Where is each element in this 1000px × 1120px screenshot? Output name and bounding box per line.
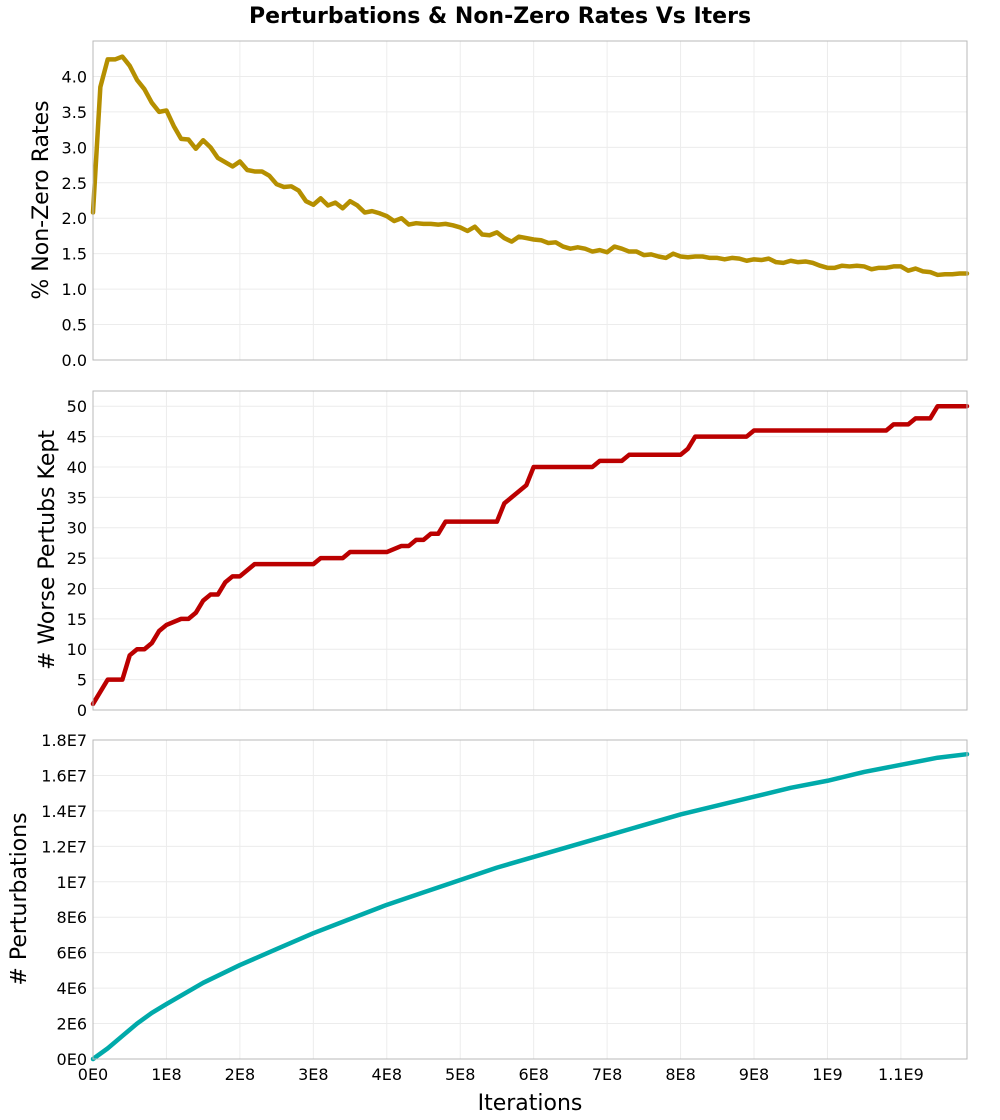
x-tick-label: 1.1E9 <box>878 1065 924 1084</box>
panel-perturbations-ytick-label: 1E7 <box>57 873 87 892</box>
panel-nonzero-rates-ytick-label: 1.5 <box>62 245 87 264</box>
x-tick-label: 0E0 <box>78 1065 108 1084</box>
nonzero-rates-ylabel: % Non-Zero Rates <box>29 100 54 299</box>
nonzero-rates-line <box>90 54 970 278</box>
panel-worse-perturbs-grid <box>92 391 967 711</box>
panel-perturbations-ytick-label: 1.2E7 <box>41 837 87 856</box>
panel-worse-perturbs-ytick-label: 0 <box>77 701 87 720</box>
panel-worse-perturbs-ytick-label: 30 <box>67 519 87 538</box>
x-tick-label: 1E9 <box>812 1065 842 1084</box>
panel-perturbations-ytick-label: 0E0 <box>57 1050 87 1069</box>
perturbations-line <box>90 751 970 1062</box>
panel-worse-perturbs-ytick-label: 25 <box>67 549 87 568</box>
panel-nonzero-rates: 0.0 0.5 1.0 1.5 2.0 2.5 3.0 3.5 4.0 % Non-Zero R… <box>29 40 970 370</box>
panel-perturbations-ytick-label: 6E6 <box>57 944 87 963</box>
perturbations-ylabel: # Perturbations <box>7 812 32 985</box>
panel-worse-perturbs-ytick-label: 15 <box>67 610 87 629</box>
panel-worse-perturbs-yticks: 0 5 10 15 20 25 30 35 40 45 50 <box>67 397 87 720</box>
x-tick-labels: 0E0 1E8 2E8 3E8 4E8 5E8 6E8 7E8 8E8 9E8 1E9 1.1E9 <box>78 1065 924 1084</box>
x-tick-label: 4E8 <box>372 1065 402 1084</box>
x-tick-label: 9E8 <box>739 1065 769 1084</box>
panel-nonzero-rates-ytick-label: 3.0 <box>62 138 87 157</box>
x-tick-label: 5E8 <box>445 1065 475 1084</box>
panel-perturbations: 0E0 2E6 4E6 6E6 8E6 1E7 1.2E7 1.4E7 1.6E7 1.8E7 #… <box>7 731 970 1069</box>
panel-nonzero-rates-ytick-label: 4.0 <box>62 67 87 86</box>
panel-nonzero-rates-ytick-label: 0.5 <box>62 316 87 335</box>
panel-perturbations-ytick-label: 1.4E7 <box>41 802 87 821</box>
panel-worse-perturbs-ytick-label: 35 <box>67 488 87 507</box>
panel-nonzero-rates-ytick-label: 2.5 <box>62 174 87 193</box>
panel-worse-perturbs-ytick-label: 45 <box>67 428 87 447</box>
panel-nonzero-rates-grid <box>92 41 967 361</box>
panel-perturbations-ytick-label: 4E6 <box>57 979 87 998</box>
panel-perturbations-yticks: 0E0 2E6 4E6 6E6 8E6 1E7 1.2E7 1.4E7 1.6E7 1.8E7 <box>41 731 87 1069</box>
x-tick-label: 8E8 <box>665 1065 695 1084</box>
panel-perturbations-ytick-label: 2E6 <box>57 1015 87 1034</box>
panel-nonzero-rates-yticks: 0.0 0.5 1.0 1.5 2.0 2.5 3.0 3.5 4.0 <box>62 67 87 370</box>
chart-title: Perturbations & Non-Zero Rates Vs Iters <box>249 4 751 29</box>
x-tick-label: 1E8 <box>151 1065 181 1084</box>
panel-nonzero-rates-frame <box>92 40 968 361</box>
panel-perturbations-ytick-label: 1.8E7 <box>41 731 87 750</box>
panel-worse-perturbs-ytick-label: 10 <box>67 640 87 659</box>
worse-perturbs-line <box>90 403 970 707</box>
panel-perturbations-frame <box>92 739 968 1060</box>
panel-perturbations-ytick-label: 1.6E7 <box>41 766 87 785</box>
panel-worse-perturbs-ytick-label: 5 <box>77 671 87 690</box>
panel-worse-perturbs-ytick-label: 40 <box>67 458 87 477</box>
x-tick-label: 7E8 <box>592 1065 622 1084</box>
panel-nonzero-rates-ytick-label: 3.5 <box>62 103 87 122</box>
x-tick-label: 6E8 <box>518 1065 548 1084</box>
worse-perturbs-ylabel: # Worse Pertubs Kept <box>35 430 60 670</box>
panel-perturbations-grid <box>92 739 967 1060</box>
panel-worse-perturbs: 0 5 10 15 20 25 30 35 40 45 50 # Worse Pertubs Kep… <box>35 390 970 720</box>
x-axis-label: Iterations <box>478 1091 583 1116</box>
x-tick-label: 3E8 <box>298 1065 328 1084</box>
panel-worse-perturbs-ytick-label: 20 <box>67 579 87 598</box>
panel-nonzero-rates-ytick-label: 0.0 <box>62 351 87 370</box>
panel-nonzero-rates-ytick-label: 2.0 <box>62 209 87 228</box>
x-tick-label: 2E8 <box>225 1065 255 1084</box>
panel-worse-perturbs-frame <box>92 390 968 711</box>
panel-nonzero-rates-ytick-label: 1.0 <box>62 280 87 299</box>
panel-worse-perturbs-ytick-label: 50 <box>67 397 87 416</box>
panel-perturbations-ytick-label: 8E6 <box>57 908 87 927</box>
